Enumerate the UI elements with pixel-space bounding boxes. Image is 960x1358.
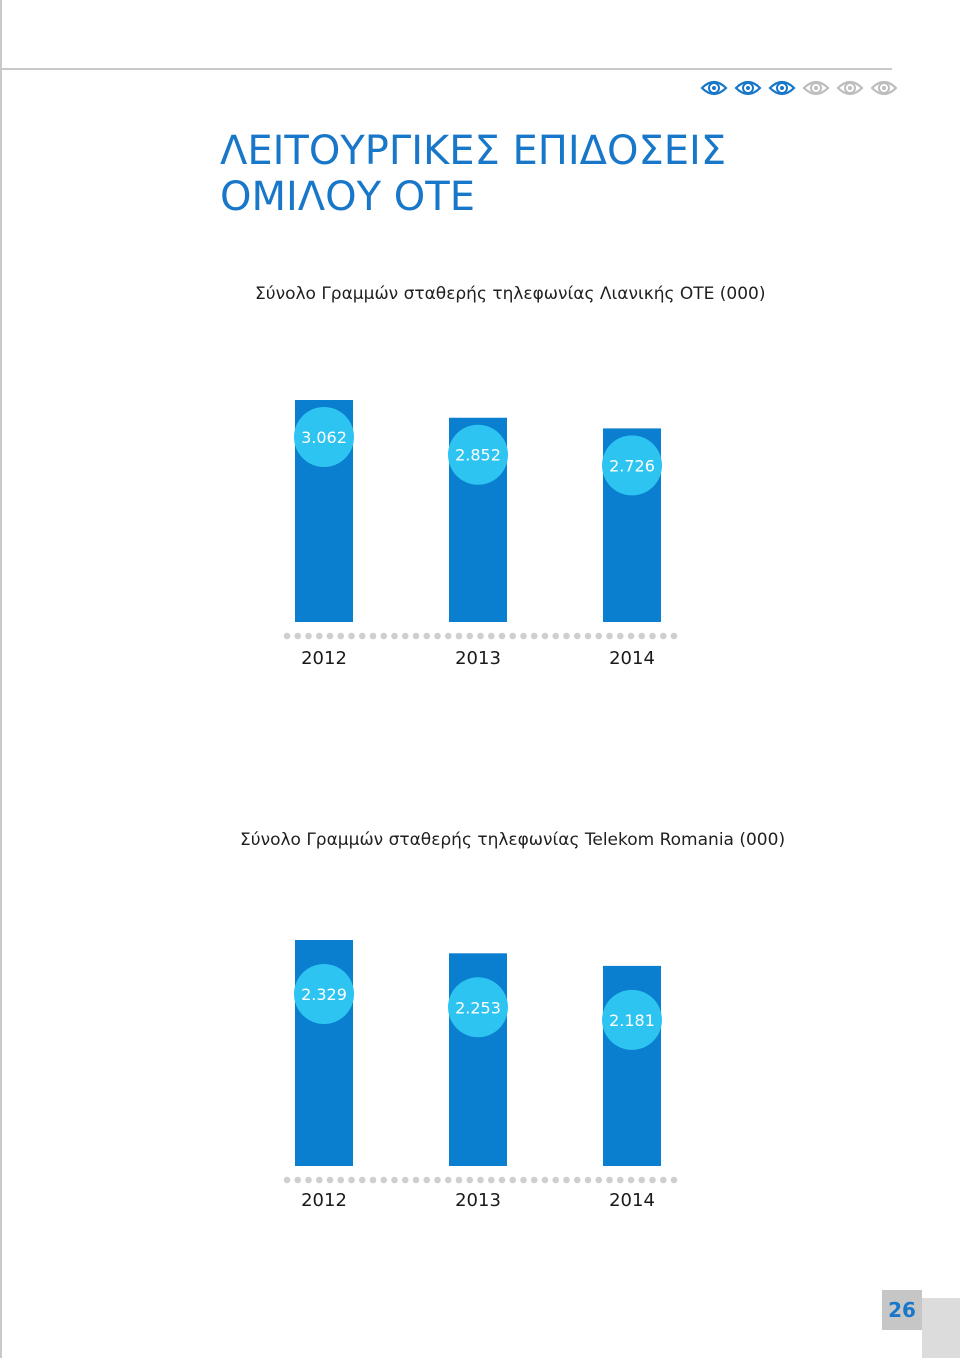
header-rule (0, 68, 892, 70)
chart-1-ote-retail-lines: 3.062 2012 2.852 2013 2.726 2014 (283, 400, 678, 669)
eye-icon (768, 80, 796, 96)
value-bubble-2014 (602, 989, 662, 1050)
eye-icon (802, 80, 830, 96)
x-tick-label-2014: 2014 (609, 1190, 655, 1211)
chart-1-title: Σύνολο Γραμμών σταθερής τηλεφωνίας Λιανι… (255, 284, 766, 304)
value-bubble-2013 (448, 424, 508, 485)
page-left-rule (0, 0, 2, 1358)
dotted-axis (283, 632, 678, 640)
x-tick-label-2013: 2013 (455, 648, 501, 669)
value-bubble-2012 (294, 964, 354, 1024)
x-tick-label-2012: 2012 (301, 648, 347, 669)
page-number-tab (922, 1298, 960, 1358)
chart-2-title: Σύνολο Γραμμών σταθερής τηλεφωνίας Telek… (240, 830, 786, 850)
data-label-2013: 2.852 (455, 446, 501, 465)
value-bubble-2012 (294, 407, 354, 467)
page-title-line-2: ΟΜΙΛΟΥ ΟΤΕ (220, 174, 475, 220)
data-label-2013: 2.253 (455, 998, 501, 1017)
eye-icon (700, 80, 728, 96)
x-tick-label-2013: 2013 (455, 1190, 501, 1211)
eye-icon (836, 80, 864, 96)
x-tick-label-2012: 2012 (301, 1190, 347, 1211)
eye-icon-row (700, 78, 898, 98)
eye-icon (734, 80, 762, 96)
eye-icon (870, 80, 898, 96)
x-tick-label-2014: 2014 (609, 648, 655, 669)
value-bubble-2014 (602, 435, 662, 496)
value-bubble-2013 (448, 977, 508, 1038)
page-title: ΛΕΙΤΟΥΡΓΙΚΕΣ ΕΠΙΔΟΣΕΙΣ ΟΜΙΛΟΥ ΟΤΕ (220, 128, 726, 220)
page-number: 26 (882, 1290, 922, 1330)
data-label-2014: 2.726 (609, 456, 655, 475)
page-title-line-1: ΛΕΙΤΟΥΡΓΙΚΕΣ ΕΠΙΔΟΣΕΙΣ (220, 128, 727, 174)
data-label-2014: 2.181 (609, 1011, 655, 1030)
data-label-2012: 2.329 (301, 985, 347, 1004)
chart-2-telekom-romania-lines: 2.329 2012 2.253 2013 2.181 2014 (283, 940, 678, 1211)
data-label-2012: 3.062 (301, 428, 347, 447)
dotted-axis (283, 1176, 678, 1184)
